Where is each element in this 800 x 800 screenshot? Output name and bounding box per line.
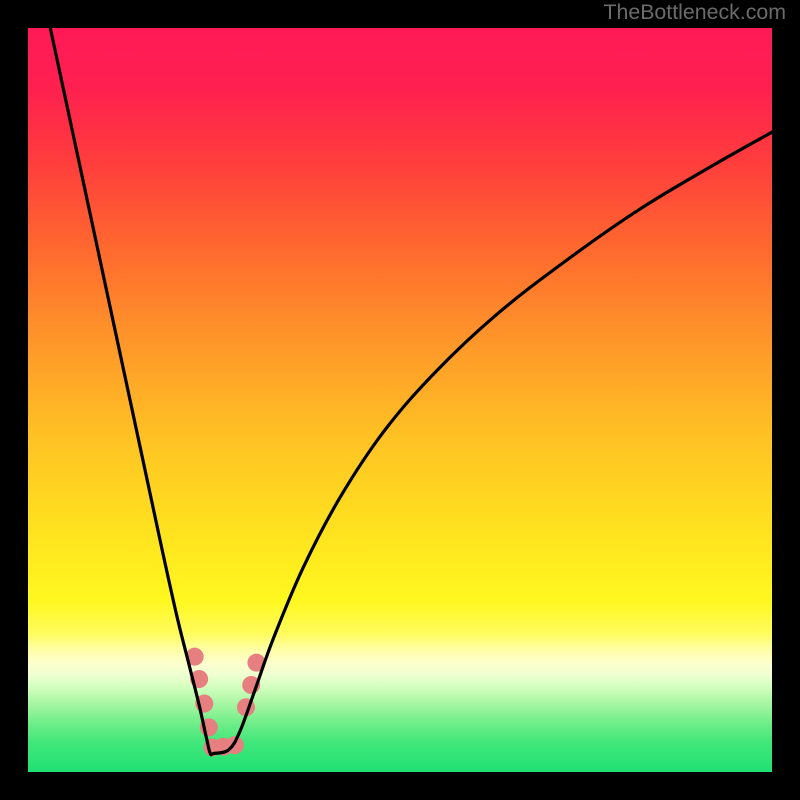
watermark-label: TheBottleneck.com [603, 0, 786, 25]
curve-overlay [28, 28, 772, 772]
bottleneck-curve-path [50, 28, 772, 755]
bottleneck-chart: TheBottleneck.com [0, 0, 800, 800]
plot-area [28, 28, 772, 772]
